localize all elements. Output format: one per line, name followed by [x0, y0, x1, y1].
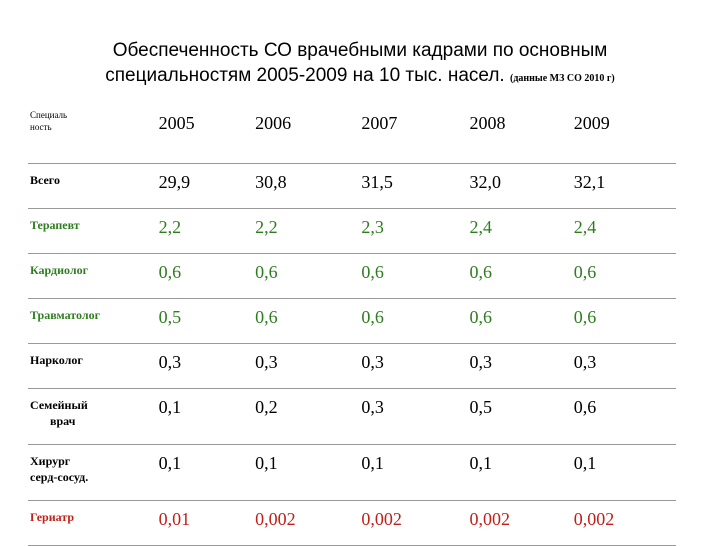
cell-cardiologist-2008: 0,6 — [465, 253, 570, 299]
cell-geriatrician-2008: 0,002 — [465, 500, 570, 546]
cell-family-doctor-2007: 0,3 — [357, 388, 466, 445]
cell-total-2005: 29,9 — [154, 163, 252, 209]
table-row-therapist: Терапевт 2,2 2,2 2,3 2,4 2,4 — [28, 208, 676, 254]
cell-family-doctor-2008: 0,5 — [465, 388, 570, 445]
data-source-note: (данные МЗ СО 2010 г) — [510, 73, 615, 84]
cell-traumatologist-2005: 0,5 — [154, 298, 252, 344]
row-label-cardiologist: Кардиолог — [28, 253, 155, 299]
cell-cardiologist-2005: 0,6 — [154, 253, 252, 299]
row-label-therapist: Терапевт — [28, 208, 155, 254]
table-row-family-doctor: Семейный врач 0,1 0,2 0,3 0,5 0,6 — [28, 388, 676, 445]
header-year-2008: 2008 — [465, 101, 570, 164]
cell-therapist-2009: 2,4 — [569, 208, 676, 254]
table-row-traumatologist: Травматолог 0,5 0,6 0,6 0,6 0,6 — [28, 298, 676, 344]
cell-narcologist-2005: 0,3 — [154, 343, 252, 389]
table-row-narcologist: Нарколог 0,3 0,3 0,3 0,3 0,3 — [28, 343, 676, 389]
cell-family-doctor-2005: 0,1 — [154, 388, 252, 445]
cell-cardiovascular-surgeon-2006: 0,1 — [251, 444, 358, 501]
cell-therapist-2007: 2,3 — [357, 208, 466, 254]
table-row-geriatrician: Гериатр 0,01 0,002 0,002 0,002 0,002 — [28, 500, 676, 546]
header-year-2007: 2007 — [357, 101, 466, 164]
cell-therapist-2005: 2,2 — [154, 208, 252, 254]
cell-family-doctor-2009: 0,6 — [569, 388, 676, 445]
table-row-cardiologist: Кардиолог 0,6 0,6 0,6 0,6 0,6 — [28, 253, 676, 299]
title-line-2-text: специальностям 2005-2009 на 10 тыс. насе… — [105, 65, 505, 86]
staffing-table: Специаль ность 2005 2006 2007 2008 2009 … — [28, 101, 676, 546]
row-label-cardiovascular-surgeon: Хирург серд-сосуд. — [28, 444, 155, 501]
cell-therapist-2008: 2,4 — [465, 208, 570, 254]
cell-narcologist-2009: 0,3 — [569, 343, 676, 389]
row-label-narcologist: Нарколог — [28, 343, 155, 389]
row-label-family-doctor-line-2: врач — [50, 414, 76, 428]
cell-therapist-2006: 2,2 — [251, 208, 358, 254]
cell-cardiologist-2006: 0,6 — [251, 253, 358, 299]
cell-total-2008: 32,0 — [465, 163, 570, 209]
cell-family-doctor-2006: 0,2 — [251, 388, 358, 445]
row-label-total: Всего — [28, 163, 155, 209]
header-specialty-label: Специаль ность — [28, 101, 155, 164]
cell-total-2007: 31,5 — [357, 163, 466, 209]
cell-traumatologist-2008: 0,6 — [465, 298, 570, 344]
table-row-total: Всего 29,9 30,8 31,5 32,0 32,1 — [28, 163, 676, 209]
header-year-2006: 2006 — [251, 101, 358, 164]
title-line-2: специальностям 2005-2009 на 10 тыс. насе… — [20, 63, 700, 91]
header-year-2009: 2009 — [569, 101, 676, 164]
title-line-1: Обеспеченность СО врачебными кадрами по … — [112, 40, 608, 61]
cell-total-2009: 32,1 — [569, 163, 676, 209]
table-header-row: Специаль ность 2005 2006 2007 2008 2009 — [28, 101, 676, 164]
cell-cardiologist-2009: 0,6 — [569, 253, 676, 299]
row-label-cardiovascular-surgeon-line-1: Хирург — [30, 454, 71, 468]
header-specialty-line-1: Специаль — [30, 110, 68, 120]
row-label-family-doctor: Семейный врач — [28, 388, 155, 445]
cell-geriatrician-2009: 0,002 — [569, 500, 676, 546]
cell-narcologist-2006: 0,3 — [251, 343, 358, 389]
cell-traumatologist-2006: 0,6 — [251, 298, 358, 344]
row-label-family-doctor-line-1: Семейный — [30, 398, 88, 412]
row-label-traumatologist: Травматолог — [28, 298, 155, 344]
cell-geriatrician-2006: 0,002 — [251, 500, 358, 546]
table-row-cardiovascular-surgeon: Хирург серд-сосуд. 0,1 0,1 0,1 0,1 0,1 — [28, 444, 676, 501]
cell-geriatrician-2005: 0,01 — [154, 500, 252, 546]
cell-cardiovascular-surgeon-2009: 0,1 — [569, 444, 676, 501]
cell-traumatologist-2007: 0,6 — [357, 298, 466, 344]
cell-geriatrician-2007: 0,002 — [357, 500, 466, 546]
cell-cardiologist-2007: 0,6 — [357, 253, 466, 299]
header-year-2005: 2005 — [154, 101, 252, 164]
cell-cardiovascular-surgeon-2005: 0,1 — [154, 444, 252, 501]
header-specialty-line-2: ность — [30, 122, 52, 132]
cell-traumatologist-2009: 0,6 — [569, 298, 676, 344]
cell-narcologist-2007: 0,3 — [357, 343, 466, 389]
cell-narcologist-2008: 0,3 — [465, 343, 570, 389]
row-label-cardiovascular-surgeon-line-2: серд-сосуд. — [30, 470, 89, 484]
cell-total-2006: 30,8 — [251, 163, 358, 209]
row-label-geriatrician: Гериатр — [28, 500, 155, 546]
cell-cardiovascular-surgeon-2007: 0,1 — [357, 444, 466, 501]
page-title: Обеспеченность СО врачебными кадрами по … — [20, 38, 700, 91]
cell-cardiovascular-surgeon-2008: 0,1 — [465, 444, 570, 501]
